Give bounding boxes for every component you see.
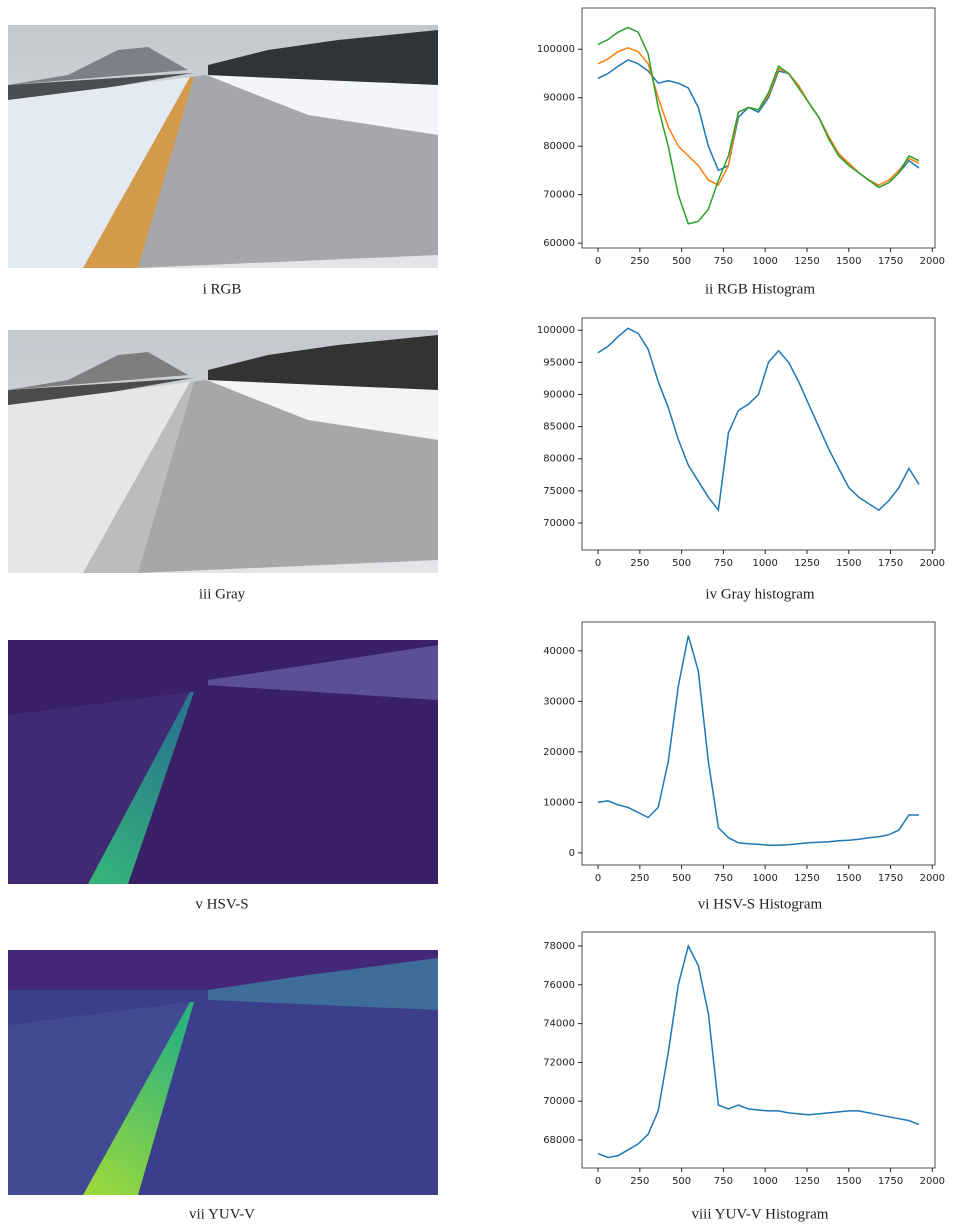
y-tick-label: 85000 [543, 422, 575, 433]
x-tick-label: 750 [714, 873, 733, 884]
x-tick-label: 1500 [836, 1176, 861, 1187]
x-tick-label: 1750 [878, 256, 903, 267]
y-tick-label: 72000 [543, 1057, 575, 1068]
x-tick-label: 0 [595, 256, 601, 267]
image-caption: v HSV-S [195, 896, 248, 912]
image-caption: vii YUV-V [189, 1206, 255, 1222]
x-tick-label: 500 [672, 558, 691, 569]
x-tick-label: 250 [630, 256, 649, 267]
y-tick-label: 80000 [543, 454, 575, 465]
hsv-s-image [8, 640, 438, 884]
x-tick-label: 1750 [878, 1176, 903, 1187]
line-series [597, 943, 920, 1159]
x-tick-label: 1500 [836, 558, 861, 569]
x-tick-label: 750 [714, 1176, 733, 1187]
gray-image [8, 330, 438, 573]
y-tick-label: 20000 [543, 747, 575, 758]
x-tick-label: 2000 [920, 256, 945, 267]
y-tick-label: 70000 [543, 190, 575, 201]
line-series [597, 59, 920, 189]
x-tick-label: 1000 [752, 1176, 777, 1187]
y-tick-label: 40000 [543, 646, 575, 657]
rgb-image [8, 25, 438, 268]
plot-frame [581, 317, 936, 551]
x-tick-label: 250 [630, 1176, 649, 1187]
x-tick-label: 2000 [920, 873, 945, 884]
x-tick-label: 500 [672, 256, 691, 267]
line-series [597, 327, 920, 513]
y-tick-label: 10000 [543, 797, 575, 808]
y-tick-label: 90000 [543, 93, 575, 104]
y-tick-label: 74000 [543, 1019, 575, 1030]
x-tick-label: 1250 [794, 558, 819, 569]
y-tick-label: 95000 [543, 357, 575, 368]
y-tick-label: 70000 [543, 1096, 575, 1107]
y-tick-label: 70000 [543, 518, 575, 529]
x-tick-label: 1500 [836, 873, 861, 884]
x-tick-label: 0 [595, 558, 601, 569]
y-tick-label: 75000 [543, 486, 575, 497]
y-tick-label: 90000 [543, 389, 575, 400]
plot-frame [581, 621, 936, 866]
line-series [597, 46, 920, 186]
plot-frame [581, 931, 936, 1169]
chart-caption: iv Gray histogram [705, 586, 814, 602]
x-tick-label: 1750 [878, 558, 903, 569]
x-tick-label: 1000 [752, 558, 777, 569]
x-tick-label: 250 [630, 873, 649, 884]
plot-frame [581, 7, 936, 249]
yuv-v-image [8, 950, 438, 1195]
y-tick-label: 100000 [537, 44, 575, 55]
y-tick-label: 100000 [537, 325, 575, 336]
x-tick-label: 1250 [794, 256, 819, 267]
y-tick-label: 76000 [543, 980, 575, 991]
chart-caption: viii YUV-V Histogram [692, 1206, 829, 1222]
chart-caption: ii RGB Histogram [705, 281, 815, 297]
x-tick-label: 1500 [836, 256, 861, 267]
x-tick-label: 2000 [920, 1176, 945, 1187]
chart-caption: vi HSV-S Histogram [698, 896, 823, 912]
x-tick-label: 1250 [794, 873, 819, 884]
y-tick-label: 78000 [543, 941, 575, 952]
x-tick-label: 250 [630, 558, 649, 569]
image-caption: i RGB [203, 281, 242, 297]
line-series [597, 26, 920, 225]
x-tick-label: 750 [714, 558, 733, 569]
x-tick-label: 500 [672, 1176, 691, 1187]
x-tick-label: 1000 [752, 256, 777, 267]
y-tick-label: 60000 [543, 238, 575, 249]
x-tick-label: 2000 [920, 558, 945, 569]
line-series [597, 635, 919, 847]
y-tick-label: 80000 [543, 141, 575, 152]
y-tick-label: 0 [569, 848, 575, 859]
y-tick-label: 68000 [543, 1135, 575, 1146]
x-tick-label: 1250 [794, 1176, 819, 1187]
x-tick-label: 1000 [752, 873, 777, 884]
x-tick-label: 750 [714, 256, 733, 267]
image-caption: iii Gray [199, 586, 246, 602]
y-tick-label: 30000 [543, 696, 575, 707]
x-tick-label: 0 [595, 873, 601, 884]
x-tick-label: 500 [672, 873, 691, 884]
x-tick-label: 1750 [878, 873, 903, 884]
x-tick-label: 0 [595, 1176, 601, 1187]
